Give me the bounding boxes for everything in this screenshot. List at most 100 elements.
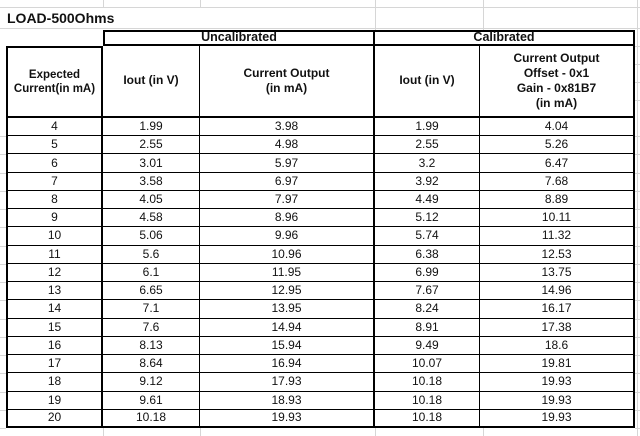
cell-r15-c0[interactable]: 19 xyxy=(6,391,103,410)
cell-r3-c0[interactable]: 7 xyxy=(6,172,103,191)
cell-r12-c3[interactable]: 9.49 xyxy=(375,336,480,356)
cell-r7-c1[interactable]: 5.6 xyxy=(103,245,200,264)
cell-r12-c1[interactable]: 8.13 xyxy=(103,336,200,356)
cell-r16-c2[interactable]: 19.93 xyxy=(200,409,375,428)
cell-r0-c2[interactable]: 3.98 xyxy=(200,118,375,137)
cell-r9-c2[interactable]: 12.95 xyxy=(200,282,375,301)
cell-r14-c0[interactable]: 18 xyxy=(6,373,103,392)
cell-r13-c4[interactable]: 19.81 xyxy=(480,355,635,374)
cell-r8-c0[interactable]: 12 xyxy=(6,263,103,283)
cell-r9-c4[interactable]: 14.96 xyxy=(480,282,635,301)
header-uncal-iout[interactable]: Iout (in V) xyxy=(103,46,200,118)
cell-r15-c4[interactable]: 19.93 xyxy=(480,391,635,410)
cell-r3-c3[interactable]: 3.92 xyxy=(375,172,480,191)
cell-r9-c1[interactable]: 6.65 xyxy=(103,282,200,301)
cell-r13-c2[interactable]: 16.94 xyxy=(200,355,375,374)
cell-r3-c1[interactable]: 3.58 xyxy=(103,172,200,191)
gridline xyxy=(0,191,6,192)
group-header-uncalibrated[interactable]: Uncalibrated xyxy=(103,30,375,46)
cell-r0-c3[interactable]: 1.99 xyxy=(375,118,480,137)
cell-r11-c4[interactable]: 17.38 xyxy=(480,318,635,337)
cell-r6-c3[interactable]: 5.74 xyxy=(375,227,480,246)
cell-r10-c4[interactable]: 16.17 xyxy=(480,300,635,319)
cell-r7-c4[interactable]: 12.53 xyxy=(480,245,635,264)
cell-r12-c4[interactable]: 18.6 xyxy=(480,336,635,356)
cell-r13-c1[interactable]: 8.64 xyxy=(103,355,200,374)
cell-r16-c0[interactable]: 20 xyxy=(6,409,103,428)
gridline xyxy=(0,264,6,265)
cell-r4-c4[interactable]: 8.89 xyxy=(480,190,635,210)
cell-r9-c3[interactable]: 7.67 xyxy=(375,282,480,301)
cell-r15-c1[interactable]: 9.61 xyxy=(103,391,200,410)
cell-r1-c0[interactable]: 5 xyxy=(6,136,103,155)
cell-r10-c1[interactable]: 7.1 xyxy=(103,300,200,319)
header-cal-iout[interactable]: Iout (in V) xyxy=(375,46,480,118)
cell-r16-c4[interactable]: 19.93 xyxy=(480,409,635,428)
cell-r11-c3[interactable]: 8.91 xyxy=(375,318,480,337)
cell-r0-c4[interactable]: 4.04 xyxy=(480,118,635,137)
cell-r10-c2[interactable]: 13.95 xyxy=(200,300,375,319)
cell-r5-c0[interactable]: 9 xyxy=(6,209,103,228)
header-expected-current[interactable]: Expected Current(in mA) xyxy=(6,46,103,118)
spacer-cell[interactable] xyxy=(6,30,103,46)
cell-r5-c4[interactable]: 10.11 xyxy=(480,209,635,228)
cell-r5-c3[interactable]: 5.12 xyxy=(375,209,480,228)
cell-r2-c1[interactable]: 3.01 xyxy=(103,154,200,173)
cell-r4-c3[interactable]: 4.49 xyxy=(375,190,480,210)
gridline xyxy=(0,209,6,210)
header-cal-current-output[interactable]: Current Output Offset - 0x1 Gain - 0x81B… xyxy=(480,46,635,118)
sheet-title-cell[interactable]: LOAD-500Ohms xyxy=(7,10,115,26)
cell-r0-c0[interactable]: 4 xyxy=(6,118,103,137)
cell-r8-c1[interactable]: 6.1 xyxy=(103,263,200,283)
cell-r4-c2[interactable]: 7.97 xyxy=(200,190,375,210)
cell-r9-c0[interactable]: 13 xyxy=(6,282,103,301)
cell-r14-c3[interactable]: 10.18 xyxy=(375,373,480,392)
cell-r4-c1[interactable]: 4.05 xyxy=(103,190,200,210)
cell-r0-c1[interactable]: 1.99 xyxy=(103,118,200,137)
cell-r8-c2[interactable]: 11.95 xyxy=(200,263,375,283)
header-uncal-current-output[interactable]: Current Output (in mA) xyxy=(200,46,375,118)
gridline xyxy=(0,173,6,174)
cell-r5-c1[interactable]: 4.58 xyxy=(103,209,200,228)
cell-r4-c0[interactable]: 8 xyxy=(6,190,103,210)
cell-r6-c1[interactable]: 5.06 xyxy=(103,227,200,246)
cell-r10-c0[interactable]: 14 xyxy=(6,300,103,319)
cell-r1-c3[interactable]: 2.55 xyxy=(375,136,480,155)
group-header-calibrated[interactable]: Calibrated xyxy=(375,30,635,46)
cell-r2-c4[interactable]: 6.47 xyxy=(480,154,635,173)
cell-r8-c3[interactable]: 6.99 xyxy=(375,263,480,283)
cell-r13-c3[interactable]: 10.07 xyxy=(375,355,480,374)
cell-r11-c1[interactable]: 7.6 xyxy=(103,318,200,337)
cell-r3-c2[interactable]: 6.97 xyxy=(200,172,375,191)
cell-r5-c2[interactable]: 8.96 xyxy=(200,209,375,228)
cell-r7-c2[interactable]: 10.96 xyxy=(200,245,375,264)
cell-r12-c0[interactable]: 16 xyxy=(6,336,103,356)
cell-r14-c1[interactable]: 9.12 xyxy=(103,373,200,392)
cell-r1-c1[interactable]: 2.55 xyxy=(103,136,200,155)
cell-r2-c3[interactable]: 3.2 xyxy=(375,154,480,173)
cell-r11-c0[interactable]: 15 xyxy=(6,318,103,337)
cell-r1-c4[interactable]: 5.26 xyxy=(480,136,635,155)
cell-r6-c0[interactable]: 10 xyxy=(6,227,103,246)
cell-r11-c2[interactable]: 14.94 xyxy=(200,318,375,337)
cell-r13-c0[interactable]: 17 xyxy=(6,355,103,374)
cell-r2-c2[interactable]: 5.97 xyxy=(200,154,375,173)
cell-r1-c2[interactable]: 4.98 xyxy=(200,136,375,155)
cell-r7-c0[interactable]: 11 xyxy=(6,245,103,264)
cell-r6-c2[interactable]: 9.96 xyxy=(200,227,375,246)
cell-r2-c0[interactable]: 6 xyxy=(6,154,103,173)
cell-r15-c3[interactable]: 10.18 xyxy=(375,391,480,410)
cell-r10-c3[interactable]: 8.24 xyxy=(375,300,480,319)
cell-r7-c3[interactable]: 6.38 xyxy=(375,245,480,264)
cell-r6-c4[interactable]: 11.32 xyxy=(480,227,635,246)
gridline xyxy=(0,392,6,393)
cell-r14-c4[interactable]: 19.93 xyxy=(480,373,635,392)
cell-r16-c3[interactable]: 10.18 xyxy=(375,409,480,428)
cell-r14-c2[interactable]: 17.93 xyxy=(200,373,375,392)
cell-r8-c4[interactable]: 13.75 xyxy=(480,263,635,283)
cell-r12-c2[interactable]: 15.94 xyxy=(200,336,375,356)
cell-r3-c4[interactable]: 7.68 xyxy=(480,172,635,191)
cell-r16-c1[interactable]: 10.18 xyxy=(103,409,200,428)
gridline xyxy=(483,428,484,436)
cell-r15-c2[interactable]: 18.93 xyxy=(200,391,375,410)
